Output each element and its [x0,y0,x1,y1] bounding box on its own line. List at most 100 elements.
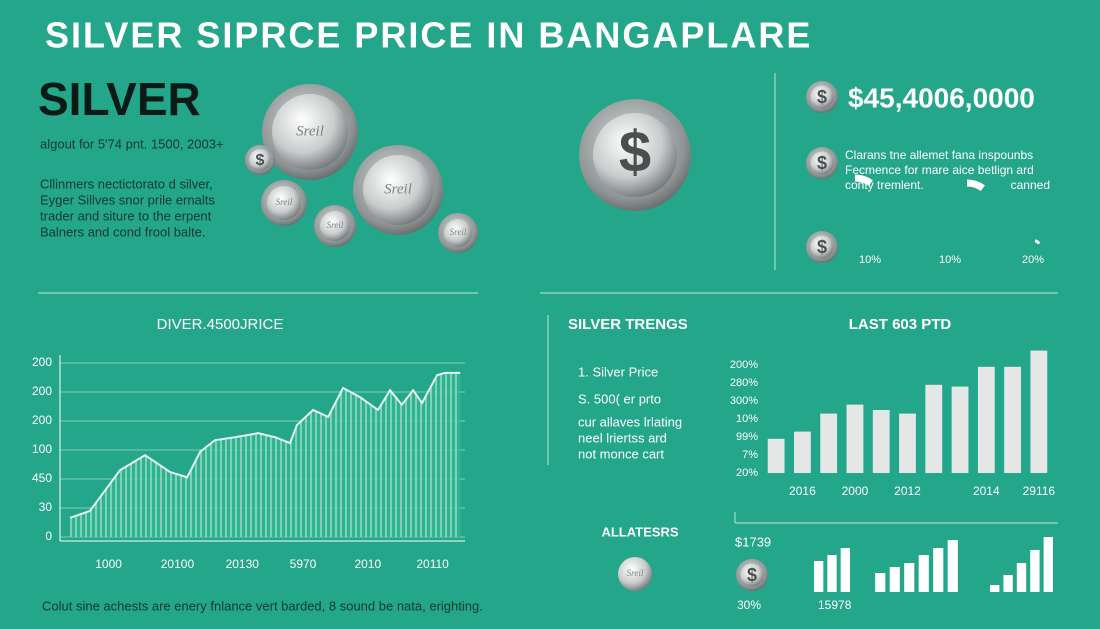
gauge-label: 10% [939,254,961,266]
gauge-label: 10% [859,254,881,266]
dollar-symbol: $ [817,237,827,257]
y-tick-label: 10% [736,413,758,425]
bar [872,410,890,473]
mini-bar [904,563,915,592]
bottom-percent: 30% [737,598,761,612]
mini-bar [889,567,900,592]
y-tick-label: 450 [32,471,52,485]
y-tick-label: 200% [730,359,758,371]
y-tick-label: 100 [32,442,52,456]
coin-text: Sreil [450,227,467,237]
mini-bar [1030,550,1040,592]
intro-subheading: algout for 5'74 pnt. 1500, 2003+ [40,136,224,151]
dollar-symbol: $ [747,565,757,585]
mini-bar [990,585,1000,592]
x-tick-label: 20110 [416,557,449,571]
bar [899,413,916,473]
intro-heading: SILVER [38,73,201,125]
trends-title: SILVER TRENGS [568,316,688,333]
bar [951,386,969,473]
bar [925,384,943,473]
mini-bar [918,555,929,592]
chart-title: LAST 603 PTD [849,316,952,333]
dollar-icon-face [810,151,834,175]
mini-bar [840,548,850,592]
y-tick-label: 30 [39,500,53,514]
x-tick-label: 20130 [226,557,260,571]
mini-bar [875,573,886,592]
gauge-arc [854,174,873,187]
mini-bar [814,561,824,592]
dollar-symbol: $ [817,87,827,107]
y-tick-label: 99% [736,431,758,443]
bar [767,438,785,473]
footer-note: Colut sine achests are enery fnlance ver… [42,598,483,613]
bottom-amount: $1739 [735,534,771,549]
dollar-symbol: $ [619,119,651,184]
coin-text: Sreil [327,220,344,230]
x-tick-label: 5970 [290,557,317,571]
x-tick-label: 20100 [161,557,195,571]
x-tick-label: 1000 [95,557,122,571]
chart-title: DIVER.4500JRICE [157,316,284,333]
coins-illustration [245,84,691,591]
x-tick-label: 2016 [789,484,816,498]
text-line: Eyger Sillves snor prile ernalts [40,192,215,207]
gauge-arc [966,179,985,192]
y-tick-label: 200 [32,355,52,369]
summary-amount: $45,4006,0000 [848,82,1035,113]
text-line: not moncе cart [578,446,664,461]
y-tick-label: 200 [32,384,52,398]
text-line: trader and siture to the erpent [40,208,212,223]
text-line: Fecmence for mare aice betlign ard [845,163,1034,177]
dividers [38,73,1058,524]
bar [977,366,995,473]
mini-bar [933,548,944,592]
area [70,372,461,537]
bar [794,431,811,473]
coin-text: Sreil [627,568,644,578]
summary-text: Clarans tne allemet fana inspounbsFecmen… [845,148,1034,192]
mini-bar [827,555,837,592]
trends-item: 1. Silver Price [578,364,658,379]
dollar-icon-face [740,563,764,587]
text-line: Cllinmers nectictorato d silver, [40,176,213,191]
coin-text: Sreil [276,197,293,207]
dollar-symbol: $ [817,153,827,173]
coin-text: Sreil [384,181,412,197]
text-line: Clarans tne allemet fana inspounbs [845,148,1033,162]
bar [846,404,864,473]
dollar-symbol: $ [256,152,265,169]
bar [1030,350,1048,473]
text-line: Balners and cond frool balte. [40,224,206,239]
page-title: SILVER SIPRCE PRICE IN BANGAPLARE [45,15,812,56]
y-tick-label: 300% [730,395,758,407]
gauge-arc [1034,239,1041,245]
line [69,371,461,519]
bottom-caption: 15978 [818,598,852,612]
x-tick-label: 2012 [894,484,921,498]
bar [820,413,838,473]
coin-text: Sreil [296,123,324,139]
y-tick-label: 0 [45,529,52,543]
gauge-label: 20% [1022,254,1044,266]
text-line: neel lriertss ard [578,430,667,445]
dollar-icon-face [810,85,834,109]
trends-item: S. 500( er prto [578,391,661,406]
mini-bar [1003,575,1013,592]
bottom-title: ALLATESRS [601,524,678,539]
summary-tag: canned [1011,178,1050,192]
bar [1004,366,1021,473]
mini-bar [947,540,958,592]
y-tick-label: 200 [32,413,52,427]
x-tick-label: 2010 [354,557,381,571]
x-tick-label: 2014 [973,484,1000,498]
intro-text: Cllinmers nectictorato d silver,Eyger Si… [40,176,215,239]
y-tick-label: 7% [742,449,758,461]
y-tick-label: 20% [736,467,758,479]
y-tick-label: 280% [730,377,758,389]
mini-bar [1016,563,1027,592]
dollar-icon-face [249,149,271,171]
